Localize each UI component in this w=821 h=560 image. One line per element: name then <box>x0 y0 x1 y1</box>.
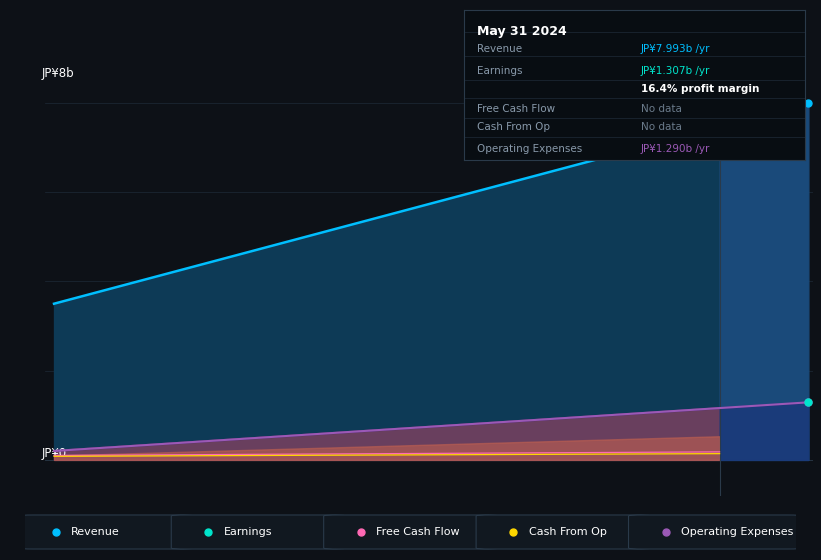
Text: Operating Expenses: Operating Expenses <box>478 144 583 154</box>
Text: Earnings: Earnings <box>478 66 523 76</box>
Text: Cash From Op: Cash From Op <box>478 122 551 132</box>
FancyBboxPatch shape <box>629 515 802 549</box>
FancyBboxPatch shape <box>476 515 649 549</box>
Text: No data: No data <box>641 104 682 114</box>
Text: 16.4% profit margin: 16.4% profit margin <box>641 84 759 94</box>
Text: Free Cash Flow: Free Cash Flow <box>376 527 460 537</box>
Text: No data: No data <box>641 122 682 132</box>
FancyBboxPatch shape <box>172 515 345 549</box>
Text: JP¥1.290b /yr: JP¥1.290b /yr <box>641 144 710 154</box>
Text: Operating Expenses: Operating Expenses <box>681 527 793 537</box>
Text: Revenue: Revenue <box>71 527 120 537</box>
Text: JP¥1.307b /yr: JP¥1.307b /yr <box>641 66 710 76</box>
FancyBboxPatch shape <box>323 515 498 549</box>
Text: Revenue: Revenue <box>478 44 523 54</box>
FancyBboxPatch shape <box>19 515 192 549</box>
Text: Cash From Op: Cash From Op <box>529 527 607 537</box>
Text: 2024: 2024 <box>749 526 779 539</box>
Text: JP¥7.993b /yr: JP¥7.993b /yr <box>641 44 710 54</box>
Text: May 31 2024: May 31 2024 <box>478 25 567 38</box>
Text: Free Cash Flow: Free Cash Flow <box>478 104 556 114</box>
Text: JP¥0: JP¥0 <box>41 447 67 460</box>
Text: JP¥8b: JP¥8b <box>41 67 74 80</box>
Text: Earnings: Earnings <box>224 527 273 537</box>
